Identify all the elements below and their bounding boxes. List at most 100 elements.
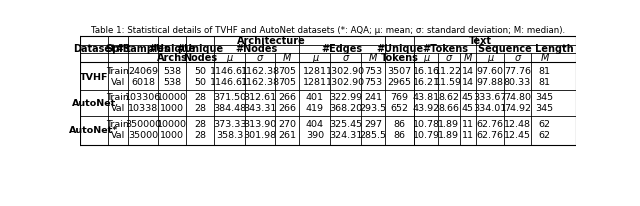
- Text: #Samples: #Samples: [116, 44, 170, 54]
- Text: AutoNet: AutoNet: [72, 99, 116, 108]
- Text: Val: Val: [111, 104, 125, 113]
- Text: 285.5: 285.5: [360, 131, 387, 140]
- Text: 16.16: 16.16: [413, 67, 440, 76]
- Text: M: M: [540, 53, 548, 63]
- Text: #Edges: #Edges: [322, 44, 363, 54]
- Text: 8.62: 8.62: [438, 93, 460, 102]
- Text: μ: μ: [227, 53, 233, 63]
- Text: 313.90: 313.90: [244, 120, 277, 129]
- Text: 1.89: 1.89: [438, 120, 460, 129]
- Text: 241: 241: [364, 93, 382, 102]
- Text: 312.61: 312.61: [244, 93, 276, 102]
- Text: Nodes: Nodes: [183, 53, 217, 63]
- Text: 97.60: 97.60: [476, 67, 504, 76]
- Text: 293.5: 293.5: [360, 104, 387, 113]
- Text: μ: μ: [487, 53, 493, 63]
- Text: 10.79: 10.79: [413, 131, 440, 140]
- Text: σ: σ: [342, 53, 349, 63]
- Text: 1281: 1281: [303, 78, 327, 87]
- Text: 45: 45: [462, 93, 474, 102]
- Text: M: M: [369, 53, 377, 63]
- Text: 652: 652: [390, 104, 409, 113]
- Text: 74.80: 74.80: [504, 93, 531, 102]
- Text: Table 1: Statistical details of TVHF and AutoNet datasets (*: AQA; μ: mean; σ: s: Table 1: Statistical details of TVHF and…: [91, 26, 565, 35]
- Text: 103306: 103306: [125, 93, 161, 102]
- Text: 1281: 1281: [303, 67, 327, 76]
- Text: #Unique: #Unique: [376, 44, 423, 54]
- Text: 324.31: 324.31: [329, 131, 362, 140]
- Text: 28: 28: [194, 131, 206, 140]
- Text: 12.45: 12.45: [504, 131, 531, 140]
- Text: Train: Train: [106, 93, 129, 102]
- Text: 6018: 6018: [131, 78, 155, 87]
- Text: 1302.90: 1302.90: [326, 78, 365, 87]
- Text: 1.89: 1.89: [438, 131, 460, 140]
- Text: 50: 50: [194, 78, 206, 87]
- Text: 368.20: 368.20: [329, 104, 362, 113]
- Text: 11.22: 11.22: [435, 67, 463, 76]
- Text: Dataset: Dataset: [72, 44, 115, 54]
- Text: 12.48: 12.48: [504, 120, 531, 129]
- Text: #Tokens: #Tokens: [422, 44, 468, 54]
- Text: Split: Split: [105, 44, 131, 54]
- Text: 86: 86: [394, 120, 406, 129]
- Text: 10338: 10338: [128, 104, 158, 113]
- Text: 1162.38: 1162.38: [241, 78, 280, 87]
- Text: #Unique: #Unique: [148, 44, 196, 54]
- Text: μ: μ: [312, 53, 318, 63]
- Text: 538: 538: [163, 67, 181, 76]
- Text: 419: 419: [306, 104, 324, 113]
- Text: 43.92: 43.92: [412, 104, 440, 113]
- Text: 769: 769: [390, 93, 409, 102]
- Text: 16.21: 16.21: [413, 78, 440, 87]
- Text: 390: 390: [306, 131, 324, 140]
- Text: 62: 62: [539, 120, 550, 129]
- Text: 705: 705: [278, 67, 296, 76]
- Text: 28: 28: [194, 120, 206, 129]
- Text: 50: 50: [194, 67, 206, 76]
- Text: 350000: 350000: [125, 120, 161, 129]
- Text: 1146.61: 1146.61: [210, 78, 249, 87]
- Text: Val: Val: [111, 78, 125, 87]
- Text: 28: 28: [194, 104, 206, 113]
- Text: 14: 14: [462, 78, 474, 87]
- Text: Sequence Length: Sequence Length: [478, 44, 574, 54]
- Text: Archs: Archs: [157, 53, 188, 63]
- Text: 1162.38: 1162.38: [241, 67, 280, 76]
- Text: 97.88: 97.88: [476, 78, 504, 87]
- Text: 334.01: 334.01: [474, 104, 507, 113]
- Text: 28: 28: [194, 93, 206, 102]
- Text: 1000: 1000: [160, 131, 184, 140]
- Text: 753: 753: [364, 67, 382, 76]
- Text: 62.76: 62.76: [476, 131, 504, 140]
- Text: 14: 14: [462, 67, 474, 76]
- Text: 358.3: 358.3: [216, 131, 243, 140]
- Text: 74.92: 74.92: [504, 104, 531, 113]
- Text: Val: Val: [111, 131, 125, 140]
- Text: 81: 81: [539, 78, 550, 87]
- Text: 80.33: 80.33: [504, 78, 531, 87]
- Text: σ: σ: [257, 53, 263, 63]
- Text: 266: 266: [278, 93, 296, 102]
- Text: 266: 266: [278, 104, 296, 113]
- Text: 81: 81: [539, 67, 550, 76]
- Text: 43.81: 43.81: [412, 93, 440, 102]
- Text: 45: 45: [462, 104, 474, 113]
- Text: 538: 538: [163, 78, 181, 87]
- Text: 10000: 10000: [157, 93, 188, 102]
- Text: 301.98: 301.98: [244, 131, 276, 140]
- Text: 705: 705: [278, 78, 296, 87]
- Text: #Unique: #Unique: [177, 44, 224, 54]
- Text: 1146.61: 1146.61: [210, 67, 249, 76]
- Text: AutoNet*: AutoNet*: [69, 126, 118, 135]
- Text: 11: 11: [462, 120, 474, 129]
- Text: 3507: 3507: [388, 67, 412, 76]
- Text: 373.33: 373.33: [213, 120, 246, 129]
- Text: 2965: 2965: [388, 78, 412, 87]
- Text: 343.31: 343.31: [243, 104, 277, 113]
- Text: 86: 86: [394, 131, 406, 140]
- Text: 11: 11: [462, 131, 474, 140]
- Text: 10.78: 10.78: [413, 120, 440, 129]
- Text: 11.59: 11.59: [435, 78, 463, 87]
- Text: 297: 297: [364, 120, 382, 129]
